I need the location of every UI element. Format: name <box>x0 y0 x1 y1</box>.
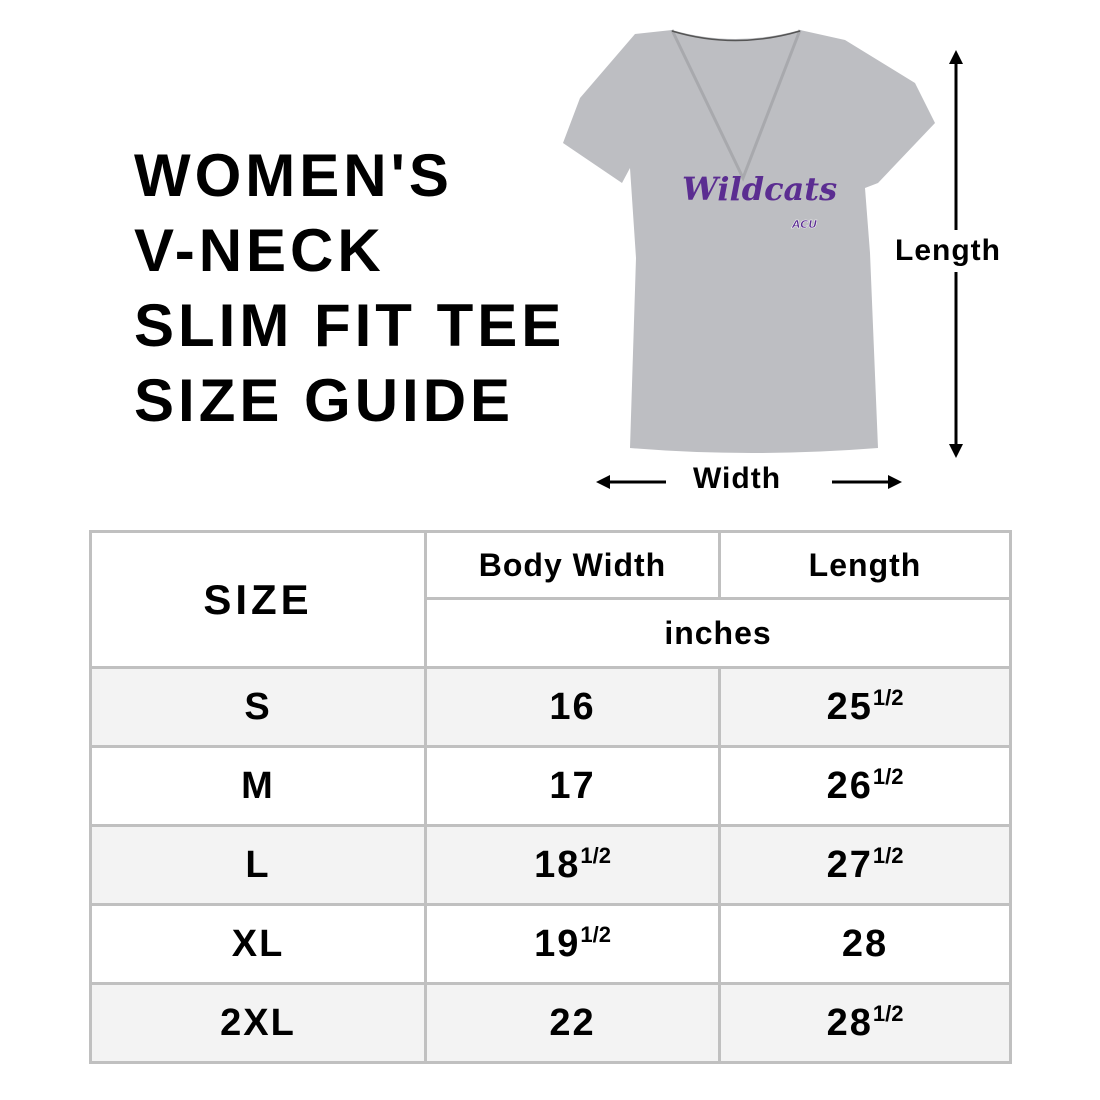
size-cell: 2XL <box>89 982 427 1064</box>
length-cell: 281/2 <box>718 982 1012 1064</box>
width-cell: 181/2 <box>424 824 721 906</box>
acu-logo: ACU <box>791 218 817 231</box>
width-cell: 22 <box>424 982 721 1064</box>
size-cell: L <box>89 824 427 906</box>
size-cell: M <box>89 745 427 827</box>
width-fraction: 1/2 <box>580 922 611 947</box>
length-value: 27 <box>826 844 873 886</box>
table-row: S 16 251/2 <box>89 666 1012 748</box>
table-row: L 181/2 271/2 <box>89 824 1012 906</box>
size-cell: S <box>89 666 427 748</box>
unit-label: inches <box>424 597 1012 669</box>
size-header: SIZE <box>89 530 427 669</box>
length-value: 26 <box>826 765 873 807</box>
length-value: 25 <box>826 686 873 728</box>
width-cell: 17 <box>424 745 721 827</box>
table-row: M 17 261/2 <box>89 745 1012 827</box>
width-value: 16 <box>549 686 596 728</box>
length-fraction: 1/2 <box>872 843 904 868</box>
width-value: 22 <box>549 1002 596 1044</box>
tshirt-image: Wildcats ACU <box>563 29 935 453</box>
width-label: Width <box>693 462 782 496</box>
length-fraction: 1/2 <box>872 764 904 789</box>
length-label: Length <box>895 230 1001 272</box>
wildcats-print: Wildcats <box>682 170 837 208</box>
length-value: 28 <box>826 1002 873 1044</box>
width-fraction: 1/2 <box>580 843 611 868</box>
page-title: WOMEN'S V-NECK SLIM FIT TEE SIZE GUIDE <box>134 142 566 434</box>
size-cell: XL <box>89 903 427 985</box>
width-cell: 191/2 <box>424 903 721 985</box>
table-row: XL 191/2 28 <box>89 903 1012 985</box>
body-width-header: Body Width <box>424 530 721 600</box>
width-value: 18 <box>534 844 581 886</box>
length-cell: 271/2 <box>718 824 1012 906</box>
length-value: 28 <box>841 923 889 965</box>
width-value: 19 <box>534 923 581 965</box>
length-cell: 28 <box>718 903 1012 985</box>
length-header: Length <box>718 530 1012 600</box>
width-value: 17 <box>549 765 596 807</box>
length-fraction: 1/2 <box>872 1001 904 1026</box>
width-arrow-icon <box>596 475 902 489</box>
size-table: SIZE Body Width Length inches S 16 251/2… <box>89 530 1012 1064</box>
width-cell: 16 <box>424 666 721 748</box>
length-cell: 261/2 <box>718 745 1012 827</box>
length-cell: 251/2 <box>718 666 1012 748</box>
length-fraction: 1/2 <box>872 685 904 710</box>
table-row: 2XL 22 281/2 <box>89 982 1012 1064</box>
